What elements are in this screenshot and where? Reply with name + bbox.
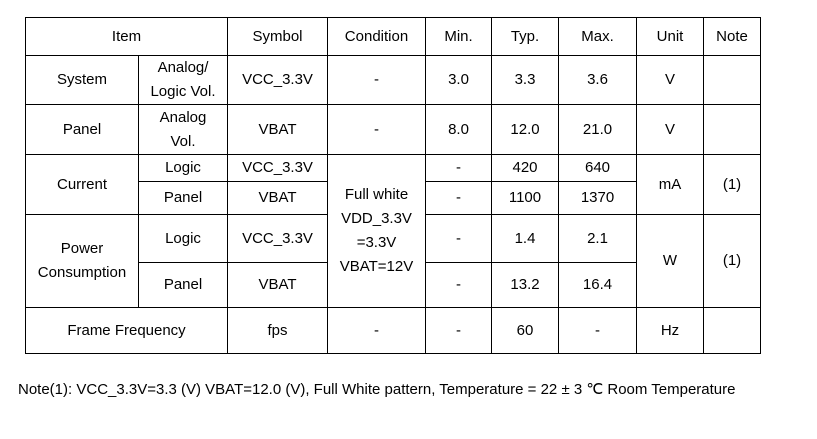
row: Panel VBAT - 13.2 16.4 [26, 262, 761, 308]
cell: - [327, 307, 426, 354]
cell: - [425, 307, 492, 354]
cell: mA [636, 154, 704, 215]
header-cell: Typ. [491, 17, 559, 56]
cell [703, 55, 761, 105]
cell [703, 104, 761, 155]
cell: 16.4 [558, 262, 637, 308]
cell: 3.3 [491, 55, 559, 105]
cell: V [636, 55, 704, 105]
cell: VCC_3.3V [227, 55, 328, 105]
header-cell: Symbol [227, 17, 328, 56]
header-cell: Max. [558, 17, 637, 56]
cell: Logic [138, 154, 228, 182]
cell: Panel [25, 104, 139, 155]
cell: 2.1 [558, 214, 637, 263]
cell: Logic [138, 214, 228, 263]
cell [703, 307, 761, 354]
cell: 8.0 [425, 104, 492, 155]
footnote: Note(1): VCC_3.3V=3.3 (V) VBAT=12.0 (V),… [18, 381, 736, 398]
cell: Frame Frequency [25, 307, 228, 354]
header-cell: Unit [636, 17, 704, 56]
row: Frame Frequency fps - - 60 - Hz [25, 307, 761, 354]
cell: 1370 [558, 181, 637, 215]
cell: Analog Vol. [138, 104, 228, 155]
cell: VCC_3.3V [227, 214, 328, 263]
row: Current Logic VCC_3.3V Full white VDD_3.… [25, 154, 761, 308]
cell: 640 [558, 154, 637, 182]
header-row: Item Symbol Condition Min. Typ. Max. Uni… [25, 17, 761, 56]
cell: VCC_3.3V [227, 154, 328, 182]
header-cell: Condition [327, 17, 426, 56]
spec-table: Item Symbol Condition Min. Typ. Max. Uni… [25, 17, 761, 354]
cell: Panel [138, 181, 228, 215]
cell: (1) [703, 214, 761, 308]
cell: 1.4 [491, 214, 559, 263]
cell: - [425, 262, 492, 308]
row: System Analog/ Logic Vol. VCC_3.3V - 3.0… [25, 55, 761, 105]
cell: Power Consumption [25, 214, 139, 308]
cell: - [425, 154, 492, 182]
cell: Full white VDD_3.3V =3.3V VBAT=12V [327, 154, 426, 308]
cell: (1) [703, 154, 761, 215]
cell: V [636, 104, 704, 155]
cell: fps [227, 307, 328, 354]
cell: VBAT [227, 104, 328, 155]
cell: - [425, 181, 492, 215]
cell: Analog/ Logic Vol. [138, 55, 228, 105]
cell: - [327, 104, 426, 155]
cell: Panel [138, 262, 228, 308]
cell: 60 [491, 307, 559, 354]
cell: W [636, 214, 704, 308]
cell: 420 [491, 154, 559, 182]
header-cell: Min. [425, 17, 492, 56]
cell: 3.6 [558, 55, 637, 105]
cell: VBAT [227, 262, 328, 308]
cell: 13.2 [491, 262, 559, 308]
row: Power Consumption Logic VCC_3.3V - 1.4 2… [25, 214, 761, 308]
cell: 21.0 [558, 104, 637, 155]
cell: 1100 [491, 181, 559, 215]
header-cell: Item [25, 17, 228, 56]
header-cell: Note [703, 17, 761, 56]
cell: System [25, 55, 139, 105]
cell: - [558, 307, 637, 354]
cell: - [425, 214, 492, 263]
row: Panel VBAT - 1100 1370 [26, 181, 761, 215]
cell: Current [25, 154, 139, 215]
row: Panel Analog Vol. VBAT - 8.0 12.0 21.0 V [25, 104, 761, 155]
cell: Hz [636, 307, 704, 354]
cell: VBAT [227, 181, 328, 215]
cell: 3.0 [425, 55, 492, 105]
cell: - [327, 55, 426, 105]
cell: 12.0 [491, 104, 559, 155]
